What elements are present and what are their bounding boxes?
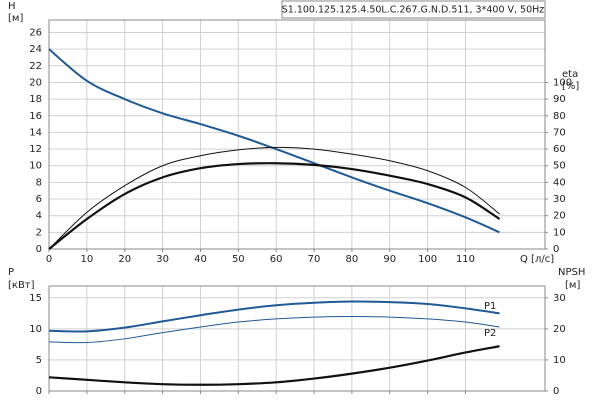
y-tick-label: 4 (36, 211, 42, 222)
y-tick-label: 10 (29, 324, 42, 335)
y2-tick-label: 30 (553, 194, 566, 205)
curve (48, 315, 500, 344)
chart-title: S1.100.125.125.4.50L.C.267.G.N.D.511, 3*… (282, 5, 545, 16)
y-unit: [кВт] (8, 280, 35, 291)
y-tick-label: 2 (36, 227, 42, 238)
curve (48, 48, 500, 234)
y-tick-label: 26 (29, 27, 42, 38)
y-tick-label: 0 (36, 386, 42, 397)
x-tick-label: 0 (46, 254, 52, 265)
y-tick-label: 20 (29, 77, 42, 88)
y2-tick-label: 10 (553, 355, 566, 366)
y2-tick-label: 70 (553, 127, 566, 138)
y-tick-label: 0 (36, 244, 42, 255)
curve (48, 300, 500, 333)
x-tick-label: 90 (383, 254, 396, 265)
y-tick-label: 10 (29, 161, 42, 172)
x-tick-label: 60 (270, 254, 283, 265)
y2-tick-label: 40 (553, 177, 566, 188)
x-tick-label: 70 (308, 254, 321, 265)
x-tick-label: 100 (418, 254, 437, 265)
y2-tick-label: 100 (553, 77, 572, 88)
y-tick-label: 22 (29, 61, 42, 72)
y-tick-label: 12 (29, 144, 42, 155)
title-box (281, 0, 546, 19)
y2-tick-label: 60 (553, 144, 566, 155)
y2-tick-label: 90 (553, 94, 566, 105)
y-tick-label: 14 (29, 127, 42, 138)
x-tick-label: 30 (156, 254, 169, 265)
curve (48, 162, 501, 250)
x-tick-label: 80 (346, 254, 359, 265)
y-tick-label: 5 (36, 355, 42, 366)
y-unit: [м] (8, 13, 23, 24)
y2-unit: [%] (562, 81, 579, 92)
x-tick-label: 10 (80, 254, 93, 265)
plot-frame (48, 19, 546, 250)
y-tick-label: 24 (29, 44, 42, 55)
x-tick-label: 20 (118, 254, 131, 265)
y-tick-label: 15 (29, 293, 42, 304)
y-label: P (8, 267, 14, 278)
y2-label: eta (562, 69, 578, 80)
y2-tick-label: 30 (553, 293, 566, 304)
y-tick-label: 6 (36, 194, 42, 205)
y2-tick-label: 10 (553, 227, 566, 238)
y2-unit: [м] (565, 280, 580, 291)
series-label: P2 (484, 328, 496, 339)
y2-label: NPSH (558, 267, 585, 278)
y-tick-label: 18 (29, 94, 42, 105)
y2-tick-label: 20 (553, 324, 566, 335)
y-tick-label: 8 (36, 177, 42, 188)
y2-tick-label: 20 (553, 211, 566, 222)
x-tick-label: 50 (232, 254, 245, 265)
x-label: Q [л/с] (520, 254, 554, 265)
y2-tick-label: 50 (553, 161, 566, 172)
plot-frame (48, 285, 546, 392)
curve (48, 345, 500, 386)
y2-tick-label: 0 (553, 386, 559, 397)
y-label: H (8, 1, 16, 12)
y2-tick-label: 80 (553, 111, 566, 122)
x-tick-label: 110 (456, 254, 475, 265)
curve (48, 146, 500, 250)
x-tick-label: 40 (194, 254, 207, 265)
y2-tick-label: 0 (553, 244, 559, 255)
series-label: P1 (484, 301, 496, 312)
y-tick-label: 16 (29, 111, 42, 122)
